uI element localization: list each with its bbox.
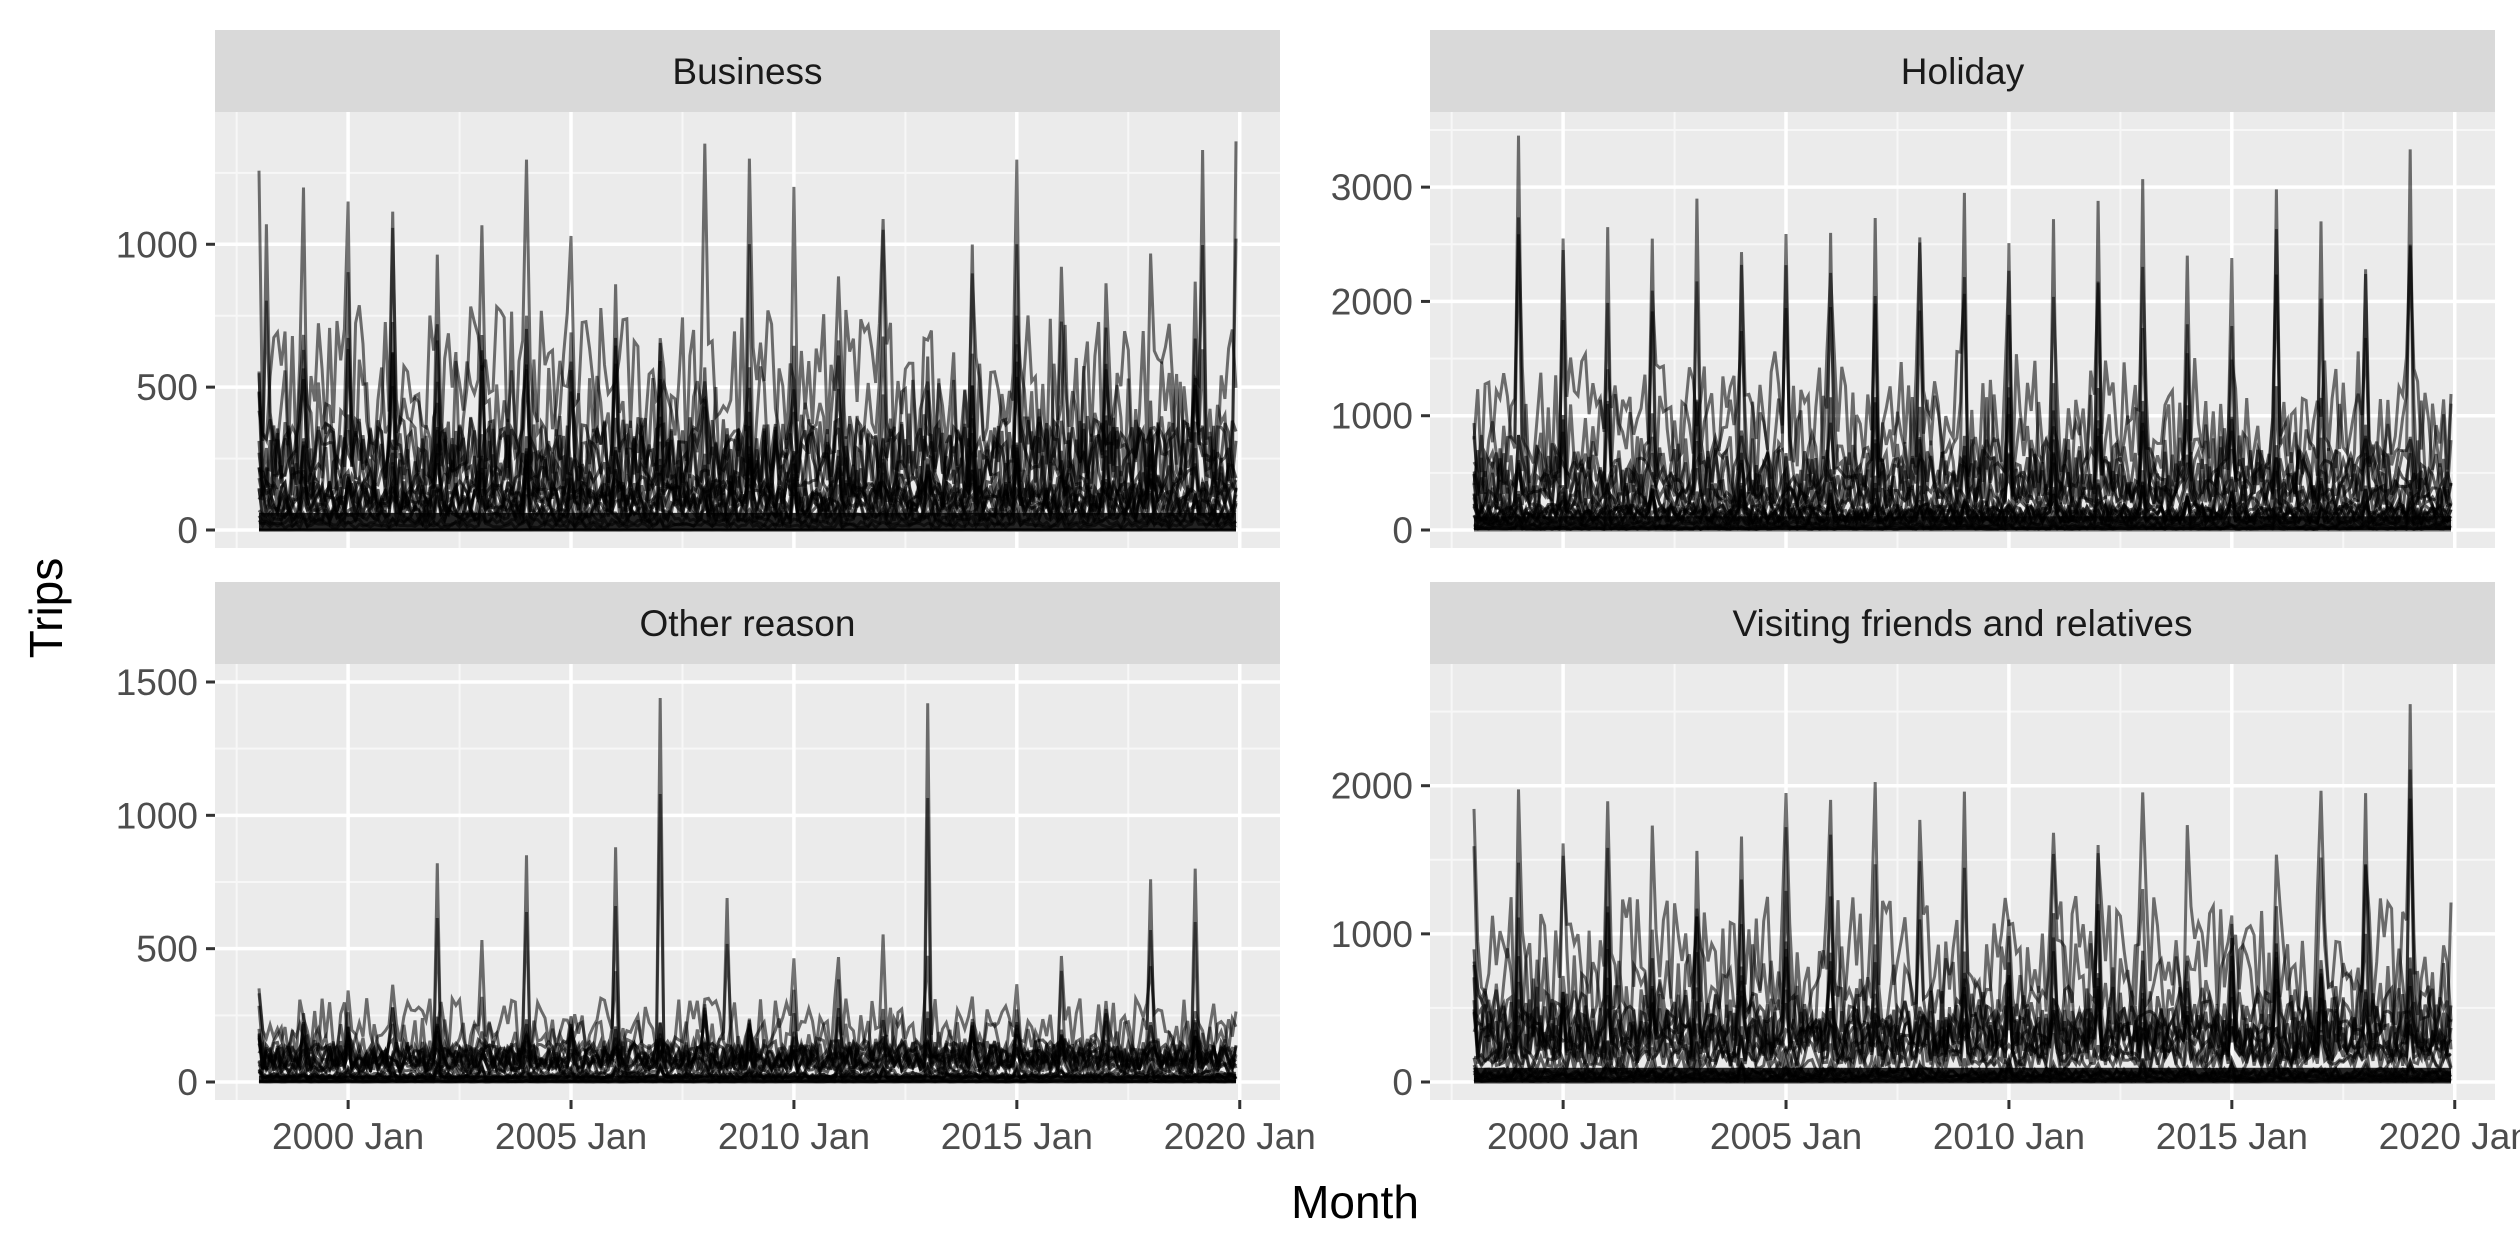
y-tick-label: 1000 <box>116 795 198 836</box>
x-tick-label: 2000 Jan <box>272 1116 424 1157</box>
series-line <box>1472 383 2453 513</box>
y-tick-label: 0 <box>1392 510 1413 551</box>
x-tick-label: 2005 Jan <box>495 1116 647 1157</box>
x-axis-title: Month <box>1291 1176 1419 1228</box>
facet-strip <box>1430 30 2495 112</box>
y-axis-title: Trips <box>20 558 72 659</box>
y-tick-label: 0 <box>1392 1062 1413 1103</box>
dense-series-band <box>258 512 1237 530</box>
facet-title: Business <box>672 51 822 92</box>
panel-holiday: Holiday 0 1000 2000 3000 <box>1331 30 2495 551</box>
facet-title: Holiday <box>1901 51 2025 92</box>
y-tick-label: 1500 <box>116 662 198 703</box>
y-tick-label: 3000 <box>1331 167 1413 208</box>
facet-strip <box>215 30 1280 112</box>
series-line <box>1472 217 2453 486</box>
series-line <box>1472 948 2452 1065</box>
y-tick-label: 0 <box>177 510 198 551</box>
series-group <box>257 141 1238 532</box>
facet-strip <box>215 582 1280 664</box>
series-group <box>1472 704 2453 1084</box>
x-tick-label: 2015 Jan <box>2156 1116 2308 1157</box>
panel-other-reason: Other reason 0 500 1000 1500 2000 Jan 2005 Jan… <box>116 582 1316 1157</box>
y-tick-label: 2000 <box>1331 281 1413 322</box>
y-tick-label: 1000 <box>1331 914 1413 955</box>
facet-strip <box>1430 582 2495 664</box>
panel-business: Business 0 500 1000 <box>116 30 1280 551</box>
x-tick-label: 2010 Jan <box>1933 1116 2085 1157</box>
panel-visiting-friends-and-relatives: Visiting friends and relatives 0 1000 2000 2… <box>1331 582 2520 1157</box>
series-line <box>1472 769 2453 1033</box>
series-line <box>257 443 1237 523</box>
x-tick-label: 2015 Jan <box>941 1116 1093 1157</box>
y-tick-label: 500 <box>136 929 198 970</box>
dense-series-band <box>258 1075 1237 1082</box>
series-line <box>1472 491 2452 530</box>
x-tick-label: 2020 Jan <box>2379 1116 2520 1157</box>
y-tick-label: 500 <box>136 367 198 408</box>
series-line <box>257 1029 1238 1078</box>
series-line <box>1472 943 2453 1064</box>
series-line <box>257 327 1238 502</box>
series-group <box>257 697 1238 1084</box>
y-tick-label: 1000 <box>116 224 198 265</box>
x-tick-label: 2000 Jan <box>1487 1116 1639 1157</box>
x-tick-label: 2005 Jan <box>1710 1116 1862 1157</box>
dense-series-band <box>1473 516 2452 530</box>
y-tick-label: 0 <box>177 1062 198 1103</box>
series-group <box>1472 135 2453 532</box>
y-tick-label: 2000 <box>1331 766 1413 807</box>
x-tick-label: 2020 Jan <box>1164 1116 1316 1157</box>
y-tick-label: 1000 <box>1331 396 1413 437</box>
series-line <box>257 143 1238 473</box>
facet-title: Visiting friends and relatives <box>1732 603 2192 644</box>
x-tick-label: 2010 Jan <box>718 1116 870 1157</box>
facet-title: Other reason <box>640 603 856 644</box>
dense-series-band <box>1473 1067 2452 1082</box>
